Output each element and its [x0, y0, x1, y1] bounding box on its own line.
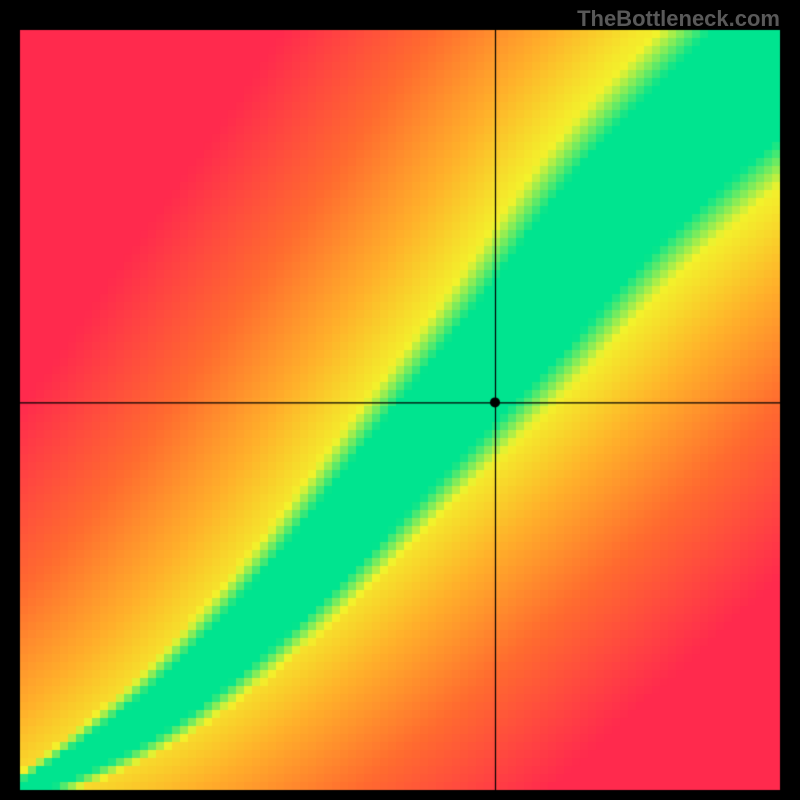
bottleneck-heatmap	[0, 0, 800, 800]
chart-container: { "watermark": { "text": "TheBottleneck.…	[0, 0, 800, 800]
watermark-text: TheBottleneck.com	[577, 6, 780, 32]
